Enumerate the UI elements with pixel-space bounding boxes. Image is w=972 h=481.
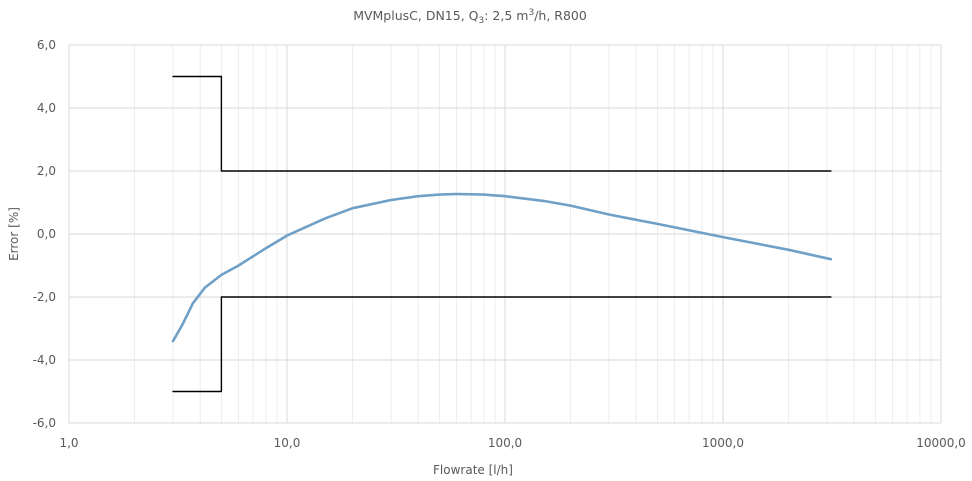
chart-title-superscript: 3 <box>528 8 534 18</box>
y-tick-label: -6,0 <box>33 416 56 430</box>
chart-title-mid: : 2,5 m <box>484 8 528 23</box>
grid <box>68 44 942 424</box>
x-axis-label: Flowrate [l/h] <box>433 463 513 477</box>
error-curve-line <box>171 192 833 343</box>
x-tick-label: 10,0 <box>274 436 301 450</box>
x-tick-label: 1000,0 <box>702 436 744 450</box>
y-axis-label: Error [%] <box>7 207 21 261</box>
y-tick-label: 2,0 <box>37 164 56 178</box>
x-tick-label: 10000,0 <box>916 436 966 450</box>
y-tick-label: 6,0 <box>37 38 56 52</box>
chart-title-prefix: MVMplusC, DN15, Q <box>353 8 478 23</box>
y-tick-label: -2,0 <box>33 290 56 304</box>
chart-title: MVMplusC, DN15, Q3: 2,5 m3/h, R800 <box>353 8 587 26</box>
chart-title-suffix: /h, R800 <box>534 8 587 23</box>
y-axis-ticks: -6,0 -4,0 -2,0 0,0 2,0 4,0 6,0 <box>33 38 56 430</box>
y-tick-label: 0,0 <box>37 227 56 241</box>
series-group <box>171 75 833 393</box>
lower-limit-line <box>172 296 832 393</box>
y-tick-label: -4,0 <box>33 353 56 367</box>
chart-title-q-subscript: 3 <box>479 16 485 26</box>
upper-limit-line <box>172 75 832 172</box>
x-tick-label: 1,0 <box>59 436 78 450</box>
x-tick-label: 100,0 <box>488 436 522 450</box>
x-axis-ticks: 1,0 10,0 100,0 1000,0 10000,0 <box>59 436 965 450</box>
y-tick-label: 4,0 <box>37 101 56 115</box>
